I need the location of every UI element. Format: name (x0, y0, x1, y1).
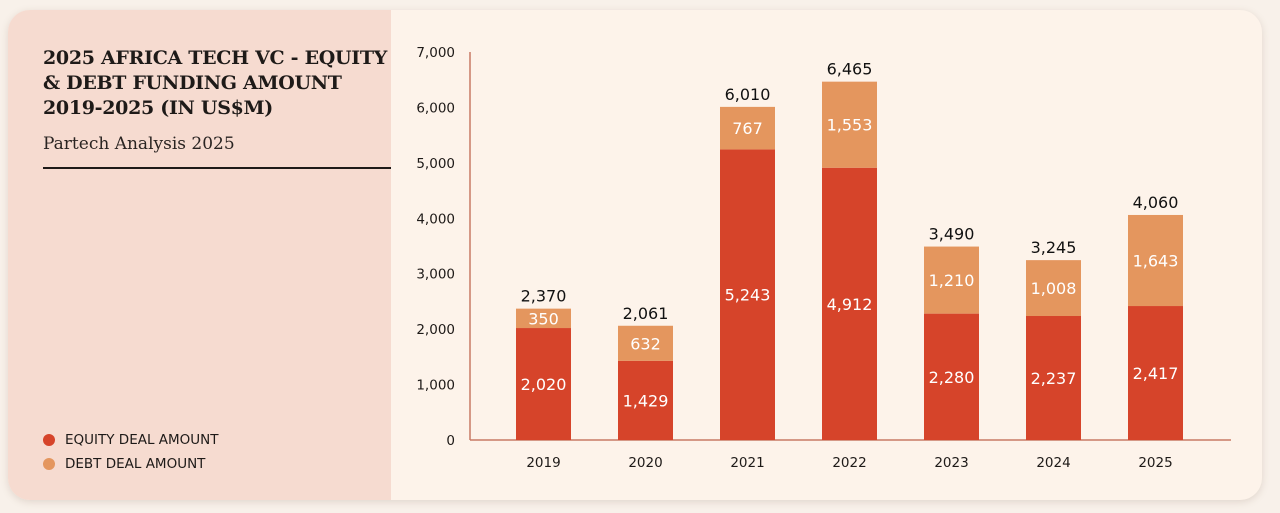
bar-debt (924, 246, 979, 314)
bar-equity (822, 167, 877, 440)
bar-total-label: 3,490 (929, 225, 975, 244)
bar-equity (1026, 316, 1081, 440)
legend-label-debt: DEBT DEAL AMOUNT (65, 456, 206, 472)
chart-title: 2025 AFRICA TECH VC - EQUITY & DEBT FUND… (43, 47, 387, 119)
bar-debt (1128, 214, 1183, 307)
y-tick-label: 6,000 (416, 100, 455, 116)
bar-equity (720, 149, 775, 440)
x-tick-label: 2024 (1036, 455, 1070, 471)
bar-debt (516, 308, 571, 329)
title-divider (43, 167, 391, 169)
bar-chart: 0 1,000 2,000 3,000 4,000 5,000 6,000 7,000 2,02… (416, 45, 1231, 471)
y-tick-label: 1,000 (416, 378, 455, 394)
bar-debt (618, 325, 673, 361)
bar-label-debt: 350 (528, 309, 559, 328)
bar-label-equity: 2,280 (929, 368, 975, 387)
y-tick-label: 7,000 (416, 45, 455, 61)
bar-label-equity: 5,243 (725, 286, 771, 305)
x-tick-label: 2020 (628, 455, 662, 471)
y-tick-label: 0 (446, 433, 455, 449)
bar-label-equity: 2,020 (521, 375, 567, 394)
legend-dot-debt-icon (43, 458, 55, 470)
bar-label-debt: 1,643 (1133, 251, 1179, 270)
bar-debt (1026, 260, 1081, 317)
bar-equity (516, 328, 571, 440)
x-tick-label: 2023 (934, 455, 968, 471)
bar-equity (924, 313, 979, 440)
y-tick-label: 3,000 (416, 267, 455, 283)
x-tick-label: 2025 (1138, 455, 1172, 471)
bar-debt (822, 81, 877, 168)
bar-equity (1128, 306, 1183, 440)
bar-label-debt: 1,553 (827, 116, 873, 135)
bar-equity (618, 360, 673, 440)
bar-total-label: 2,061 (623, 304, 669, 323)
bar-total-label: 6,010 (725, 85, 771, 104)
bar-label-debt: 1,008 (1031, 279, 1077, 298)
chart-card: 2025 AFRICA TECH VC - EQUITY & DEBT FUND… (8, 10, 1262, 500)
bar-total-label: 6,465 (827, 60, 873, 79)
y-tick-label: 5,000 (416, 156, 455, 172)
x-tick-label: 2022 (832, 455, 866, 471)
y-tick-label: 4,000 (416, 211, 455, 227)
bar-total-label: 4,060 (1133, 193, 1179, 212)
bar-label-debt: 632 (630, 334, 661, 353)
bar-debt (720, 106, 775, 150)
bar-total-label: 3,245 (1031, 238, 1077, 257)
bar-label-equity: 2,237 (1031, 369, 1077, 388)
bar-label-debt: 767 (732, 119, 763, 138)
x-tick-label: 2021 (730, 455, 764, 471)
legend-item-equity: EQUITY DEAL AMOUNT (43, 428, 219, 452)
legend-label-equity: EQUITY DEAL AMOUNT (65, 432, 219, 448)
y-tick-label: 2,000 (416, 322, 455, 338)
bar-label-equity: 1,429 (623, 391, 669, 410)
legend: EQUITY DEAL AMOUNT DEBT DEAL AMOUNT (43, 428, 219, 476)
bar-total-label: 2,370 (521, 287, 567, 306)
x-tick-label: 2019 (526, 455, 560, 471)
legend-dot-equity-icon (43, 434, 55, 446)
info-panel: 2025 AFRICA TECH VC - EQUITY & DEBT FUND… (8, 10, 391, 500)
legend-item-debt: DEBT DEAL AMOUNT (43, 452, 219, 476)
bar-label-debt: 1,210 (929, 271, 975, 290)
bar-label-equity: 2,417 (1133, 364, 1179, 383)
chart-subtitle: Partech Analysis 2025 (43, 134, 235, 154)
bar-label-equity: 4,912 (827, 295, 873, 314)
